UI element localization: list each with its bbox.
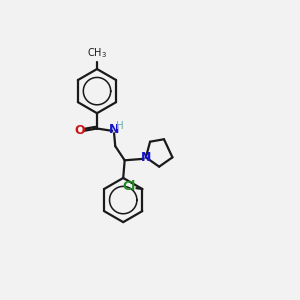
Text: N: N: [141, 151, 151, 164]
Text: CH$_3$: CH$_3$: [87, 46, 107, 60]
Text: H: H: [116, 121, 124, 130]
Text: N: N: [109, 123, 119, 136]
Text: Cl: Cl: [123, 180, 136, 193]
Text: O: O: [75, 124, 85, 137]
